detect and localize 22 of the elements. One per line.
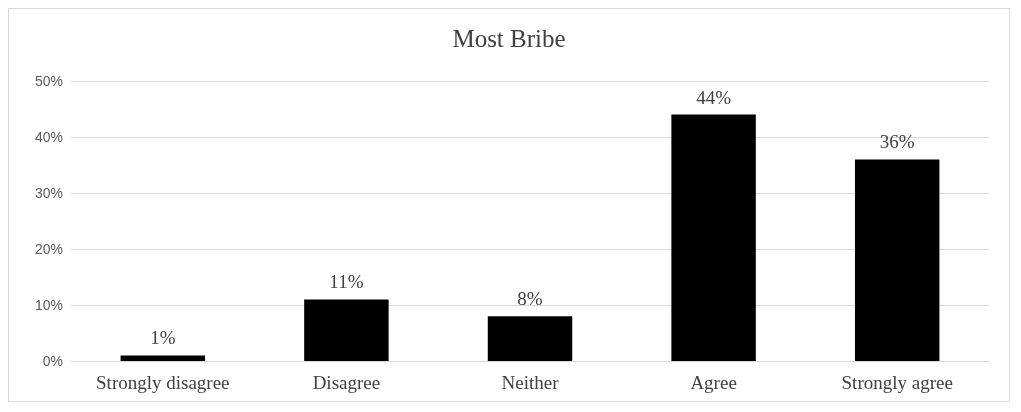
bar (487, 316, 573, 361)
y-tick-label: 0% (42, 353, 63, 369)
y-tick-label: 20% (34, 241, 63, 257)
data-label: 11% (329, 271, 364, 293)
bar (304, 299, 389, 361)
x-tick-label: Strongly agree (841, 372, 953, 393)
x-tick-label: Strongly disagree (96, 372, 230, 393)
data-label: 44% (696, 86, 732, 108)
y-tick-label: 40% (34, 129, 63, 145)
data-label: 8% (517, 288, 543, 310)
x-tick-label: Neither (501, 372, 560, 393)
x-tick-label: Disagree (312, 372, 381, 393)
bar (120, 355, 206, 361)
data-label: 1% (150, 327, 176, 349)
y-tick-label: 50% (34, 73, 63, 89)
bar (671, 114, 756, 361)
data-label: 36% (879, 131, 915, 153)
y-tick-label: 10% (34, 297, 63, 313)
chart-title: Most Bribe (452, 25, 566, 52)
x-tick-label: Agree (690, 372, 737, 393)
bar (854, 159, 940, 361)
y-tick-label: 30% (34, 185, 63, 201)
